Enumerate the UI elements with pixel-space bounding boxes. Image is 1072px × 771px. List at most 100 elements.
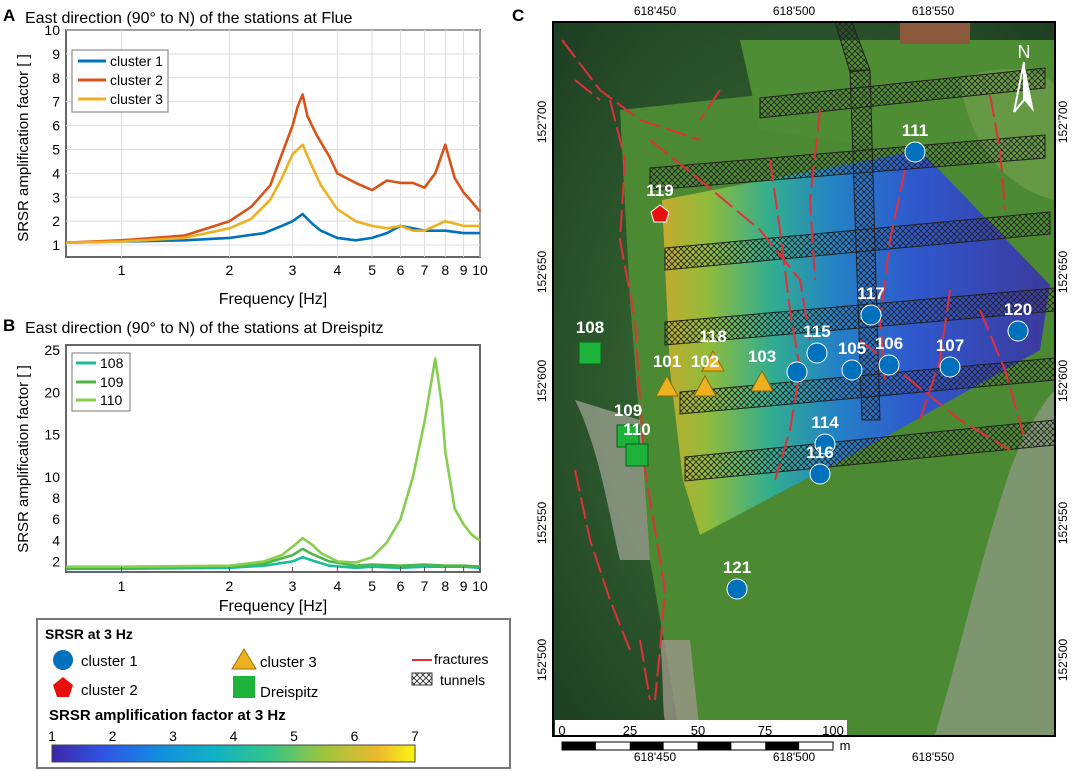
station-label: 101 [653,352,681,371]
y-tick-label: 2 [52,553,60,569]
fracture-line [989,94,1006,211]
y-tick-label: 15 [44,427,60,443]
colorbar-tick-label: 2 [109,728,117,744]
series-line-108 [66,555,481,571]
colorbar-tick-label: 3 [169,728,177,744]
legend-fractures-label: fractures [434,651,488,667]
station-label: 117 [857,284,884,303]
y-tick-label: 20 [44,384,60,400]
x-tick-label: 5 [368,262,376,278]
legend-label-cluster-3: cluster 3 [110,91,163,107]
station-111: 111 [902,121,928,163]
station-label: 110 [623,420,650,439]
map-left-tick: 152'700 [535,101,549,144]
y-tick-label: 5 [52,141,60,157]
legend-cluster-1-marker [53,650,73,670]
station-103: 103 [748,347,776,392]
fracture-line [919,289,951,421]
legend-dreispitz-label: Dreispitz [260,684,318,701]
fracture-line [699,89,721,121]
panel-b-xticks: 1 2 3 4 5 6 7 8 9 10 [118,567,488,594]
map-bottom-tick: 618'450 [634,750,677,764]
station-marker-cluster-1 [814,433,836,455]
x-tick-label: 2 [226,578,234,594]
station-label: 108 [576,318,604,337]
panel-b-legend: 108 109 110 [71,352,131,412]
map-right-tick: 152'550 [1056,502,1070,545]
fracture-line [769,159,802,481]
legend-label-109: 109 [100,374,124,390]
map-left-tick: 152'550 [535,502,549,545]
river-bed [935,390,1055,735]
colorbar-tick-label: 4 [230,728,238,744]
scale-bar-label: 0 [558,723,565,738]
legend-tunnels-label: tunnels [440,672,485,688]
station-label: 120 [1004,300,1032,319]
colorbar-title: SRSR amplification factor at 3 Hz [49,707,286,724]
x-tick-label: 8 [441,262,449,278]
y-tick-label: 9 [52,46,60,62]
y-tick-label: 3 [52,189,60,205]
map-left-tick: 152'500 [535,639,549,682]
colorbar-ticks: 1 2 3 4 5 6 7 [48,728,419,744]
legend-cluster-3-label: cluster 3 [260,654,317,671]
station-117: 117 [857,284,885,326]
map-legend: SRSR at 3 Hz cluster 1 cluster 2 cluster… [36,618,511,769]
north-arrow-light-half [1024,62,1034,112]
map-right-tick: 152'700 [1056,101,1070,144]
station-109: 109 [614,401,642,448]
y-tick-label: 10 [44,22,60,38]
x-tick-label: 3 [289,262,297,278]
station-label: 119 [646,181,673,200]
legend-dreispitz-marker [233,676,255,698]
panel-a-legend: cluster 1 cluster 2 cluster 3 [71,49,169,113]
series-line-110 [66,357,481,569]
map-area: 111 119 117 120 108 118 115 105 106 107 101 102 103 1… [553,22,1055,736]
x-tick-label: 5 [368,578,376,594]
y-tick-label: 10 [44,469,60,485]
station-114: 114 [811,413,839,455]
panel-a-letter: A [3,6,15,25]
north-arrow-dark-half [1013,61,1025,113]
map-top-tick: 618'500 [773,4,816,18]
scale-bar-unit: m [840,738,851,753]
y-tick-label: 25 [44,342,60,358]
station-marker-cluster-1 [939,356,961,378]
station-label: 109 [614,401,642,420]
station-marker-dreispitz [578,341,602,365]
panel-b-yticks: 2 4 6 8 10 15 20 25 [44,342,60,569]
x-tick-label: 9 [460,262,468,278]
station-label: 115 [803,322,830,341]
road [660,640,700,735]
tunnel-8 [849,69,881,421]
station-marker-cluster-1 [878,354,900,376]
panel-b-xlabel: Frequency [Hz] [219,598,327,615]
station-115: 115 [803,322,831,364]
map-left-tick: 152'600 [535,360,549,403]
station-label: 118 [699,327,726,346]
panel-b-frame [65,344,481,573]
station-121: 121 [723,558,751,600]
stations: 111 119 117 120 108 118 115 105 106 107 101 102 103 1… [576,121,1032,600]
colorbar-tick-label: 1 [48,728,56,744]
fracture-line [574,79,601,101]
station-marker-cluster-2 [650,204,670,223]
y-tick-label: 1 [52,237,60,253]
legend-cluster-3-marker [231,648,257,670]
scale-bar-label: 25 [623,723,637,738]
scale-bar-label: 100 [822,723,844,738]
station-118: 118 [699,327,727,372]
station-label: 114 [811,413,839,432]
station-marker-cluster-3 [693,374,717,397]
y-tick-label: 6 [52,118,60,134]
station-marker-cluster-3 [701,349,725,372]
panel-a-series [65,93,481,244]
colorbar-tick-label: 6 [351,728,359,744]
x-tick-label: 2 [226,262,234,278]
scale-bar-label: 50 [691,723,705,738]
station-label: 105 [838,339,866,358]
station-105: 105 [838,339,866,381]
tunnel-1 [759,67,1046,119]
station-119: 119 [646,181,674,223]
map-right-tick: 152'650 [1056,251,1070,294]
